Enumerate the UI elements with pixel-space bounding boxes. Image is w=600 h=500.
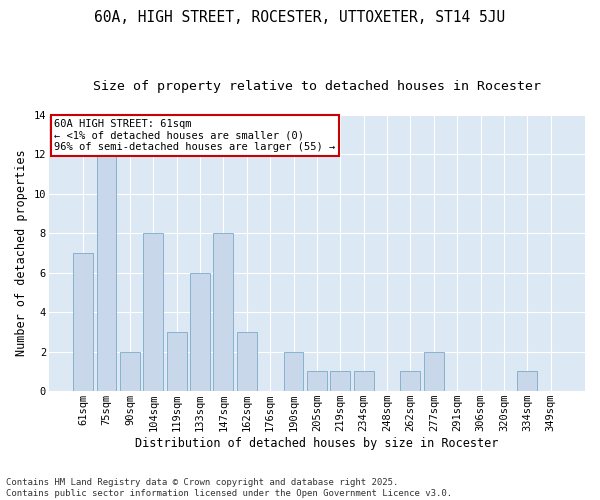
Bar — [424, 352, 444, 391]
Bar — [307, 372, 327, 391]
Bar — [284, 352, 304, 391]
Bar — [331, 372, 350, 391]
Bar — [354, 372, 374, 391]
Bar — [400, 372, 421, 391]
Text: 60A, HIGH STREET, ROCESTER, UTTOXETER, ST14 5JU: 60A, HIGH STREET, ROCESTER, UTTOXETER, S… — [94, 10, 506, 25]
Bar — [214, 234, 233, 391]
Text: Contains HM Land Registry data © Crown copyright and database right 2025.
Contai: Contains HM Land Registry data © Crown c… — [6, 478, 452, 498]
Bar — [517, 372, 537, 391]
Bar — [167, 332, 187, 391]
Text: 60A HIGH STREET: 61sqm
← <1% of detached houses are smaller (0)
96% of semi-deta: 60A HIGH STREET: 61sqm ← <1% of detached… — [54, 119, 335, 152]
Bar — [73, 253, 93, 391]
Bar — [120, 352, 140, 391]
Y-axis label: Number of detached properties: Number of detached properties — [15, 150, 28, 356]
X-axis label: Distribution of detached houses by size in Rocester: Distribution of detached houses by size … — [135, 437, 499, 450]
Bar — [143, 234, 163, 391]
Bar — [97, 154, 116, 391]
Bar — [237, 332, 257, 391]
Bar — [190, 273, 210, 391]
Title: Size of property relative to detached houses in Rocester: Size of property relative to detached ho… — [93, 80, 541, 93]
